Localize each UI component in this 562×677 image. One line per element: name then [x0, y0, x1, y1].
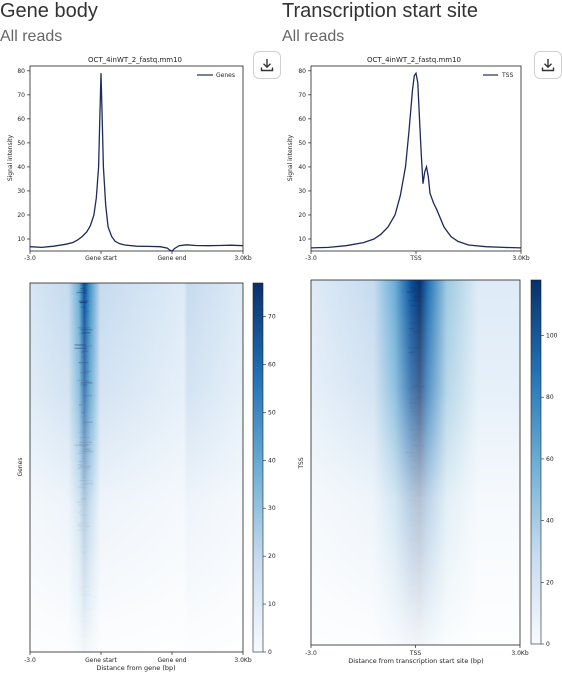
- legend-label-genes: Genes: [216, 72, 235, 79]
- x-tick-label: -3.0: [24, 255, 36, 262]
- y-tick-label: 80: [17, 68, 25, 75]
- heatmap-x-tick-label: -3.0: [24, 657, 36, 664]
- colorbar-tick-label: 20: [546, 579, 554, 586]
- tss-subtitle: All reads: [282, 28, 345, 45]
- legend-label-tss: TSS: [501, 72, 513, 79]
- y-tick-label: 30: [298, 188, 306, 195]
- y-tick-label: 70: [17, 92, 25, 99]
- colorbar-tick-label: 40: [268, 457, 276, 464]
- profile-title-genes: OCT_4inWT_2_fastq.mm10: [88, 56, 182, 64]
- heatmap-x-tick-label: Gene end: [157, 657, 186, 664]
- heatmap-xlabel-tss: Distance from transcription start site (…: [348, 657, 483, 665]
- legend-genes: Genes: [197, 72, 235, 79]
- colorbar-tick-label: 0: [546, 641, 550, 648]
- x-tick-label: Gene start: [85, 255, 117, 262]
- tss-title: Transcription start site: [282, 0, 478, 22]
- colorbar-tick-label: 60: [546, 456, 554, 463]
- colorbar-genes: [252, 282, 264, 653]
- y-tick-label: 20: [17, 212, 25, 219]
- colorbar-tick-label: 30: [268, 505, 276, 512]
- y-tick-label: 10: [17, 236, 25, 243]
- colorbar-tick-label: 20: [268, 553, 276, 560]
- profile-title-tss: OCT_4inWT_2_fastq.mm10: [367, 56, 461, 64]
- x-tick-label: 3.0Kb: [512, 255, 529, 262]
- profile-frame-genes: [29, 65, 244, 252]
- x-tick-label: -3.0: [305, 255, 317, 262]
- profile-ylabel-tss: Signal intensity: [287, 134, 294, 181]
- y-tick-label: 50: [298, 140, 306, 147]
- heatmap-ylabel-genes: Genes: [17, 458, 24, 477]
- y-tick-label: 30: [17, 188, 25, 195]
- x-tick-label: Gene end: [157, 255, 186, 262]
- gene-body-subtitle: All reads: [0, 28, 63, 45]
- x-tick-label: TSS: [409, 255, 421, 262]
- heatmap-ylabel-tss: TSS: [298, 457, 305, 469]
- colorbar-tick-label: 50: [268, 409, 276, 416]
- profile-frame-tss: [310, 65, 522, 252]
- y-tick-label: 40: [298, 164, 306, 171]
- colorbar-tick-label: 10: [268, 601, 276, 608]
- heatmap-x-tick-label: 3.0Kb: [234, 657, 251, 664]
- heatmap-xlabel-genes: Distance from gene (bp): [96, 664, 175, 672]
- y-tick-label: 80: [298, 68, 306, 75]
- colorbar-tss: [530, 279, 542, 645]
- profile-ylabel-genes: Signal intensity: [7, 134, 14, 181]
- colorbar-tick-label: 100: [546, 333, 558, 340]
- y-tick-label: 60: [17, 116, 25, 123]
- legend-tss: TSS: [483, 72, 513, 79]
- y-tick-label: 70: [298, 92, 306, 99]
- y-tick-label: 10: [298, 236, 306, 243]
- colorbar-tick-label: 40: [546, 518, 554, 525]
- y-tick-label: 50: [17, 140, 25, 147]
- series-line-tss: [310, 71, 522, 249]
- gene-body-title: Gene body: [0, 0, 98, 22]
- y-tick-label: 60: [298, 116, 306, 123]
- colorbar-tick-label: 0: [268, 649, 272, 656]
- series-line-genes: [29, 73, 244, 252]
- heatmap-genes: [29, 282, 244, 653]
- colorbar-tick-label: 70: [268, 314, 276, 321]
- heatmap-x-tick-label: Gene start: [85, 657, 117, 664]
- gene-body-download-button[interactable]: [253, 51, 281, 79]
- heatmap-x-tick-label: 3.0Kb: [511, 650, 528, 657]
- y-tick-label: 20: [298, 212, 306, 219]
- download-icon: [260, 59, 274, 72]
- heatmap-x-tick-label: -3.0: [305, 650, 317, 657]
- colorbar-tick-label: 80: [546, 394, 554, 401]
- download-icon: [541, 59, 555, 72]
- heatmap-tss: [310, 279, 521, 646]
- colorbar-tick-label: 60: [268, 361, 276, 368]
- y-tick-label: 40: [17, 164, 25, 171]
- x-tick-label: 3.0Kb: [234, 255, 251, 262]
- heatmap-x-tick-label: TSS: [409, 650, 421, 657]
